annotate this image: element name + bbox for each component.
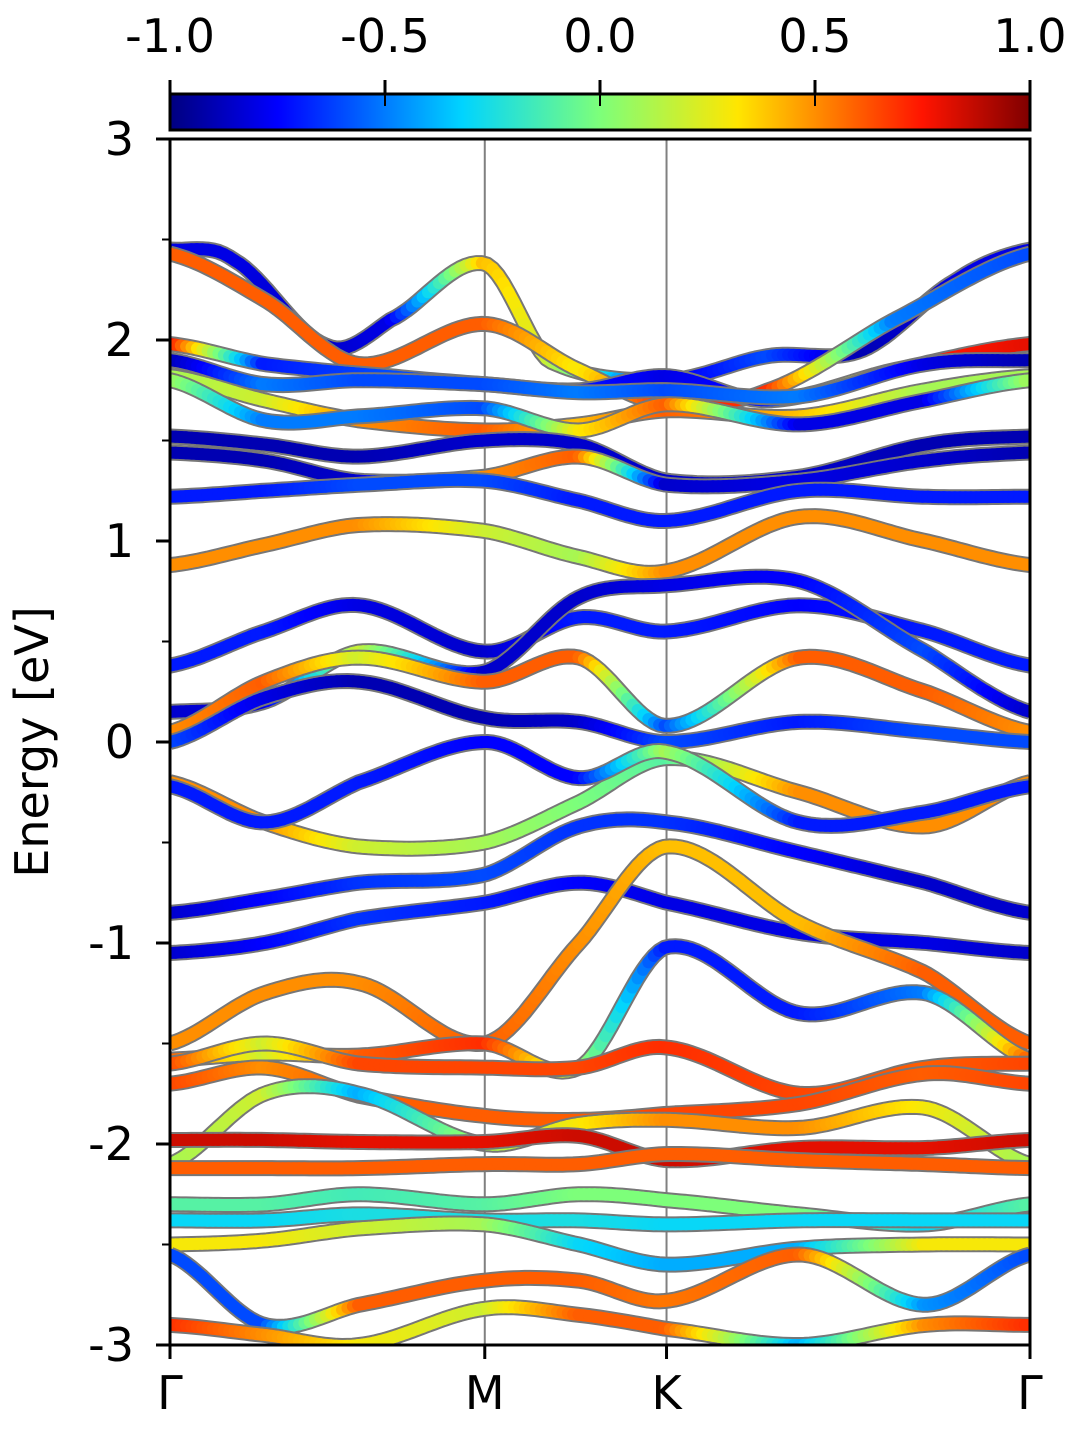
colorbar-tick-label: -0.5 xyxy=(340,9,430,63)
y-axis: 3 2 1 0 -1 -2 -3 xyxy=(88,112,170,1372)
colorbar-tick-label: 1.0 xyxy=(993,9,1066,63)
y-tick-label: -1 xyxy=(88,916,134,970)
band-13 xyxy=(170,648,1030,740)
y-tick-label: 2 xyxy=(105,313,134,367)
band-17 xyxy=(170,811,1030,921)
band-10 xyxy=(170,508,1030,581)
bands xyxy=(170,241,1030,1345)
band-19 xyxy=(170,838,1030,1052)
colorbar: -1.0 -0.5 0.0 0.5 1.0 xyxy=(125,9,1067,132)
colorbar-tick-label: 0.5 xyxy=(778,9,851,63)
colorbar-ticks: -1.0 -0.5 0.0 0.5 1.0 xyxy=(125,9,1067,106)
band-16 xyxy=(170,734,1030,834)
k-point-label: K xyxy=(651,1366,683,1420)
band-9 xyxy=(170,471,1030,529)
band-28 xyxy=(170,1215,1030,1273)
k-point-label: Γ xyxy=(1017,1366,1043,1420)
y-axis-title: Energy [eV] xyxy=(5,606,59,877)
band-18 xyxy=(170,874,1030,961)
band-25 xyxy=(170,1146,1030,1177)
k-point-label: Γ xyxy=(157,1366,183,1420)
y-tick-label: -3 xyxy=(88,1318,134,1372)
k-point-label: M xyxy=(465,1366,505,1420)
colorbar-tick-label: -1.0 xyxy=(125,9,215,63)
y-tick-label: 3 xyxy=(105,112,134,166)
y-tick-label: 1 xyxy=(105,514,134,568)
y-tick-label: -2 xyxy=(88,1117,134,1171)
band-6 xyxy=(170,372,1030,439)
band-30 xyxy=(170,1299,1030,1345)
band-11 xyxy=(170,596,1030,674)
band-29 xyxy=(170,1246,1030,1335)
colorbar-tick-label: 0.0 xyxy=(563,9,636,63)
y-tick-label: 0 xyxy=(105,715,134,769)
plot-area: 3 2 1 0 -1 -2 -3 Γ M K Γ xyxy=(88,112,1043,1420)
band-4 xyxy=(170,352,1030,406)
band-14 xyxy=(170,673,1030,750)
band-27 xyxy=(170,1206,1030,1233)
